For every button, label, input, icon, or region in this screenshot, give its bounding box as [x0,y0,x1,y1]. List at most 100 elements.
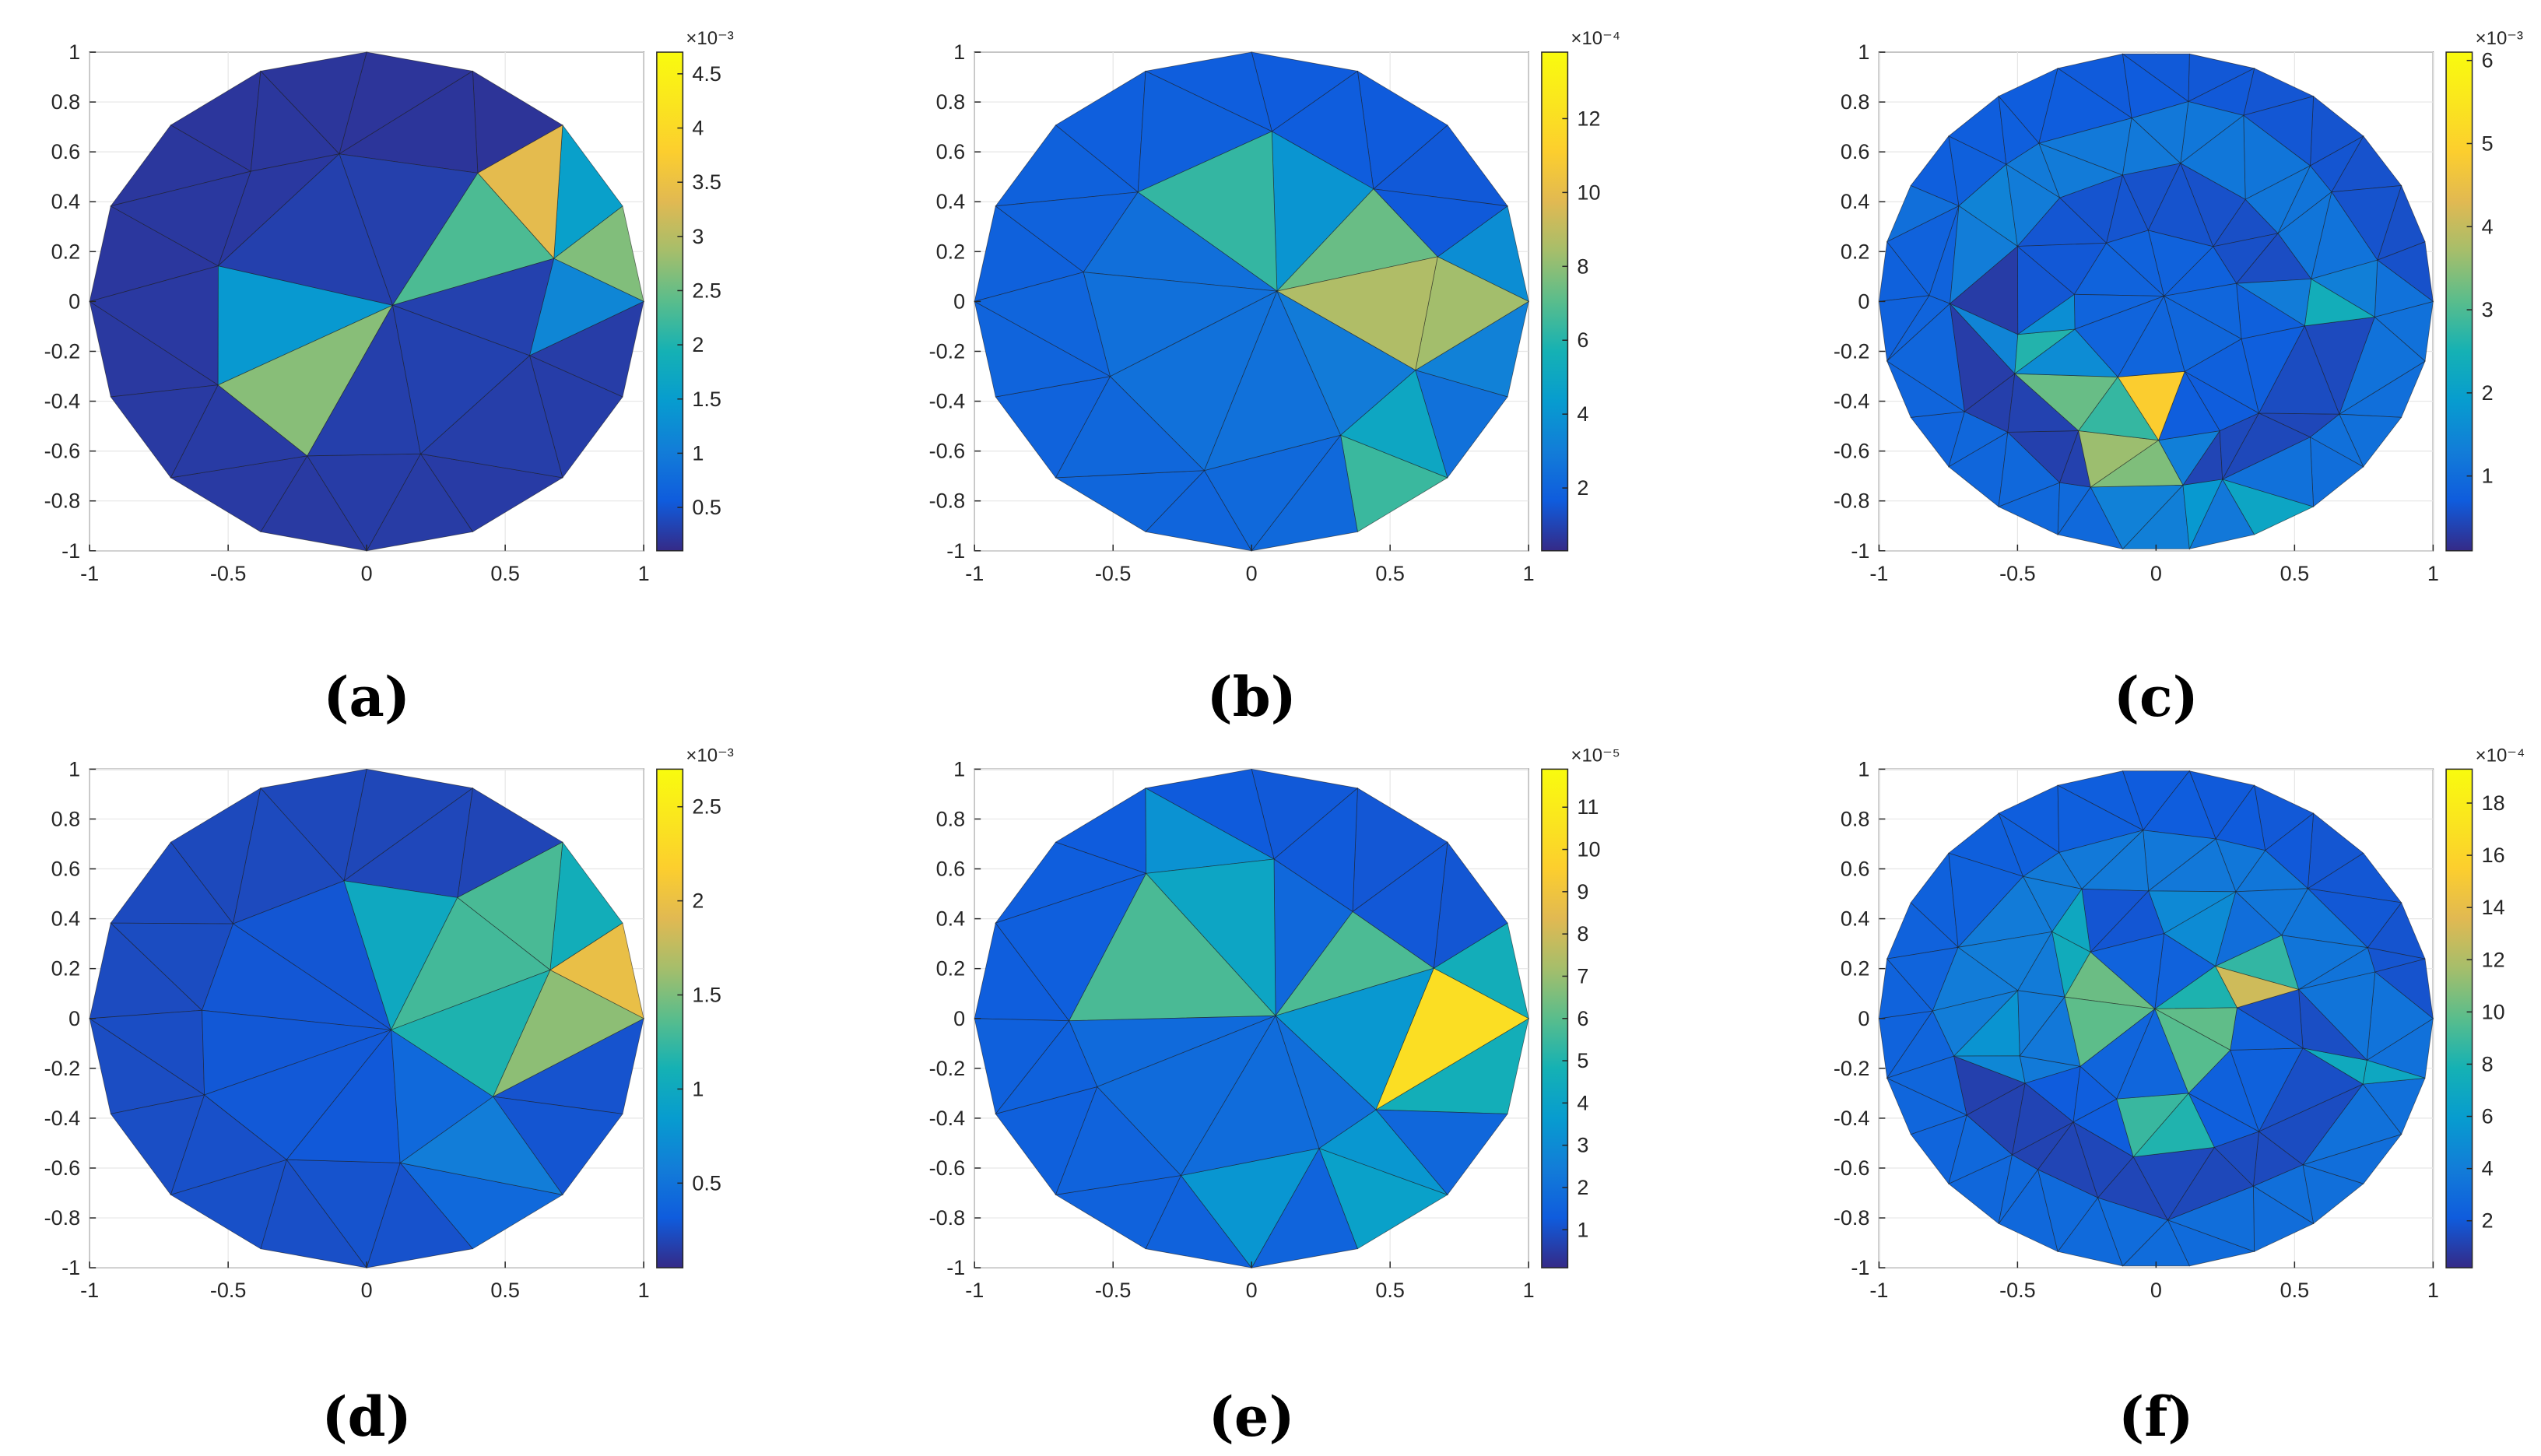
mesh-element [1276,290,1416,436]
x-tick-label: 0 [2150,1279,2162,1302]
y-tick-label: 1 [1858,757,1869,781]
colorbar-tick-label: 10 [1577,838,1600,861]
colorbar-tick-label: 18 [2482,791,2505,815]
colorbar-tick-label: 12 [2482,948,2505,971]
y-tick-label: -0.2 [1834,1057,1870,1080]
colorbar-tick-label: 6 [1577,1007,1588,1030]
colorbar-tick-label: 2 [1577,1176,1588,1199]
x-tick-label: 0.5 [490,562,520,585]
y-tick-label: 0.6 [936,140,966,163]
y-tick-label: -0.4 [44,1107,81,1130]
y-tick-label: -0.8 [44,1206,81,1230]
colorbar-exponent: ×10⁻³ [686,28,733,49]
colorbar-tick-label: 2.5 [692,279,721,302]
colorbar-tick-label: 4 [2482,1157,2494,1181]
y-tick-label: 1 [68,757,80,781]
panel-6: -1 -0.5 0 0.5 1 1 0.8 0.6 0.4 0.2 0 -0.2 -0.4 -0.6 -0.… [1834,745,2525,1449]
y-tick-label: 0 [1858,289,1869,313]
x-tick-label: -1 [80,562,99,585]
colorbar-exponent: ×10⁻⁵ [1571,745,1620,766]
colorbar-tick-label: 3 [2482,298,2494,321]
colorbar [2445,51,2473,552]
colorbar-tick-label: 2 [692,333,704,356]
colorbar-tick-label: 6 [2482,1105,2494,1128]
x-tick-label: 0.5 [1375,1279,1405,1302]
colorbar-tick-label: 2 [692,889,704,913]
y-tick-label: -0.8 [929,489,966,513]
x-tick-label: 1 [1523,562,1535,585]
y-tick-label: 0.8 [936,807,966,830]
y-tick-label: -0.8 [929,1206,966,1230]
x-tick-label: 1 [2427,1279,2439,1302]
x-tick-label: -1 [1869,1279,1888,1302]
x-tick-label: 0 [1246,1279,1258,1302]
x-tick-label: -1 [1869,562,1888,585]
x-tick-label: -0.5 [1999,1279,2036,1302]
y-tick-label: -0.4 [44,390,81,413]
colorbar-tick-label: 8 [2482,1052,2494,1075]
colorbar-tick-label: 2 [1577,476,1588,500]
x-tick-label: -1 [965,1279,984,1302]
panel-label: (e) [1209,1384,1295,1449]
y-tick-label: 0 [953,289,965,313]
colorbar-tick-label: 3 [692,225,704,248]
y-tick-label: -1 [1851,1256,1869,1279]
y-tick-label: -0.4 [929,390,966,413]
colorbar-tick-label: 10 [2482,1000,2505,1023]
colorbar-exponent: ×10⁻⁴ [1571,28,1620,49]
colorbar-tick-label: 4 [1577,402,1588,426]
y-tick-label: -0.6 [929,1156,966,1180]
colorbar-tick-label: 12 [1577,107,1600,130]
colorbar-exponent: ×10⁻⁴ [2476,745,2525,766]
colorbar-tick-label: 2 [2482,381,2494,405]
x-tick-label: 0.5 [490,1279,520,1302]
colorbar-tick-label: 4 [692,117,704,140]
y-tick-label: -1 [61,1256,80,1279]
colorbar-tick-label: 4 [2482,215,2494,238]
panel-label: (f) [2118,1384,2193,1449]
colorbar-tick-label: 1 [692,441,704,465]
y-tick-label: 0.6 [1841,858,1870,881]
x-tick-label: -0.5 [1095,562,1132,585]
y-tick-label: -1 [946,539,965,563]
x-tick-label: -0.5 [1095,1279,1132,1302]
x-tick-label: 0.5 [2280,562,2310,585]
y-tick-label: -0.6 [1834,440,1870,463]
y-tick-label: 0.8 [51,90,81,114]
colorbar-tick-label: 16 [2482,844,2505,867]
colorbar-tick-label: 2.5 [692,795,721,819]
y-tick-label: -0.8 [1834,1206,1870,1230]
y-tick-label: -1 [1851,539,1869,563]
y-tick-label: 0 [68,1007,80,1030]
y-tick-label: -0.4 [1834,390,1870,413]
colorbar [2445,768,2473,1268]
x-tick-label: -1 [80,1279,99,1302]
panel-2: -1 -0.5 0 0.5 1 1 0.8 0.6 0.4 0.2 0 -0.2 -0.4 -0.6 -0.… [929,28,1620,729]
y-tick-label: -0.8 [1834,489,1870,513]
x-tick-label: 0.5 [1375,562,1405,585]
colorbar-tick-label: 0.5 [692,1171,721,1195]
colorbar-tick-label: 1 [2482,465,2494,488]
x-tick-label: 1 [638,1279,650,1302]
y-tick-label: -0.2 [929,1057,966,1080]
colorbar-tick-label: 6 [1577,328,1588,352]
y-tick-label: 0 [68,289,80,313]
x-tick-label: 0 [361,562,373,585]
y-tick-label: -0.2 [44,339,81,363]
colorbar-tick-label: 1 [692,1077,704,1100]
colorbar-tick-label: 10 [1577,181,1600,204]
x-tick-label: 1 [2427,562,2439,585]
y-tick-label: -0.2 [929,339,966,363]
x-tick-label: -1 [965,562,984,585]
y-tick-label: 0.4 [51,907,81,931]
x-tick-label: -0.5 [210,562,247,585]
y-tick-label: 0 [953,1007,965,1030]
x-tick-label: 0 [2150,562,2162,585]
y-tick-label: 0.8 [936,90,966,114]
y-tick-label: 0.8 [51,807,81,830]
mesh-element [2154,1008,2231,1094]
x-tick-label: -0.5 [1999,562,2036,585]
y-tick-label: 0.2 [51,240,81,263]
colorbar-tick-label: 0.5 [692,496,721,519]
